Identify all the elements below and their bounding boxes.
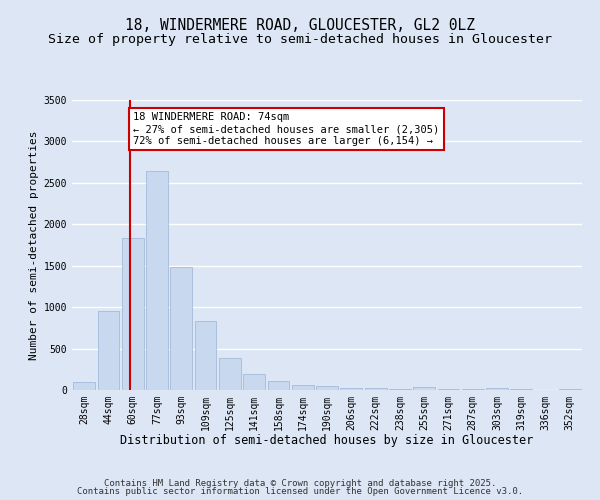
Y-axis label: Number of semi-detached properties: Number of semi-detached properties xyxy=(29,130,40,360)
Bar xyxy=(194,321,217,390)
Bar xyxy=(268,381,289,390)
Bar xyxy=(437,389,460,390)
Bar xyxy=(243,374,265,390)
Bar xyxy=(219,358,241,390)
Text: 18, WINDERMERE ROAD, GLOUCESTER, GL2 0LZ: 18, WINDERMERE ROAD, GLOUCESTER, GL2 0LZ xyxy=(125,18,475,32)
Bar xyxy=(486,388,508,390)
Bar xyxy=(316,386,338,390)
Bar xyxy=(292,385,314,390)
Bar xyxy=(559,389,581,390)
Text: Contains HM Land Registry data © Crown copyright and database right 2025.: Contains HM Land Registry data © Crown c… xyxy=(104,478,496,488)
Bar xyxy=(413,387,435,390)
Bar xyxy=(365,388,386,390)
Bar xyxy=(73,382,95,390)
X-axis label: Distribution of semi-detached houses by size in Gloucester: Distribution of semi-detached houses by … xyxy=(121,434,533,448)
Bar xyxy=(122,238,143,390)
Bar xyxy=(340,388,362,390)
Text: 18 WINDERMERE ROAD: 74sqm
← 27% of semi-detached houses are smaller (2,305)
72% : 18 WINDERMERE ROAD: 74sqm ← 27% of semi-… xyxy=(133,112,439,146)
Bar xyxy=(146,172,168,390)
Bar xyxy=(511,389,532,390)
Bar xyxy=(170,266,192,390)
Text: Size of property relative to semi-detached houses in Gloucester: Size of property relative to semi-detach… xyxy=(48,32,552,46)
Bar xyxy=(462,389,484,390)
Bar xyxy=(389,389,411,390)
Text: Contains public sector information licensed under the Open Government Licence v3: Contains public sector information licen… xyxy=(77,487,523,496)
Bar xyxy=(97,312,119,390)
